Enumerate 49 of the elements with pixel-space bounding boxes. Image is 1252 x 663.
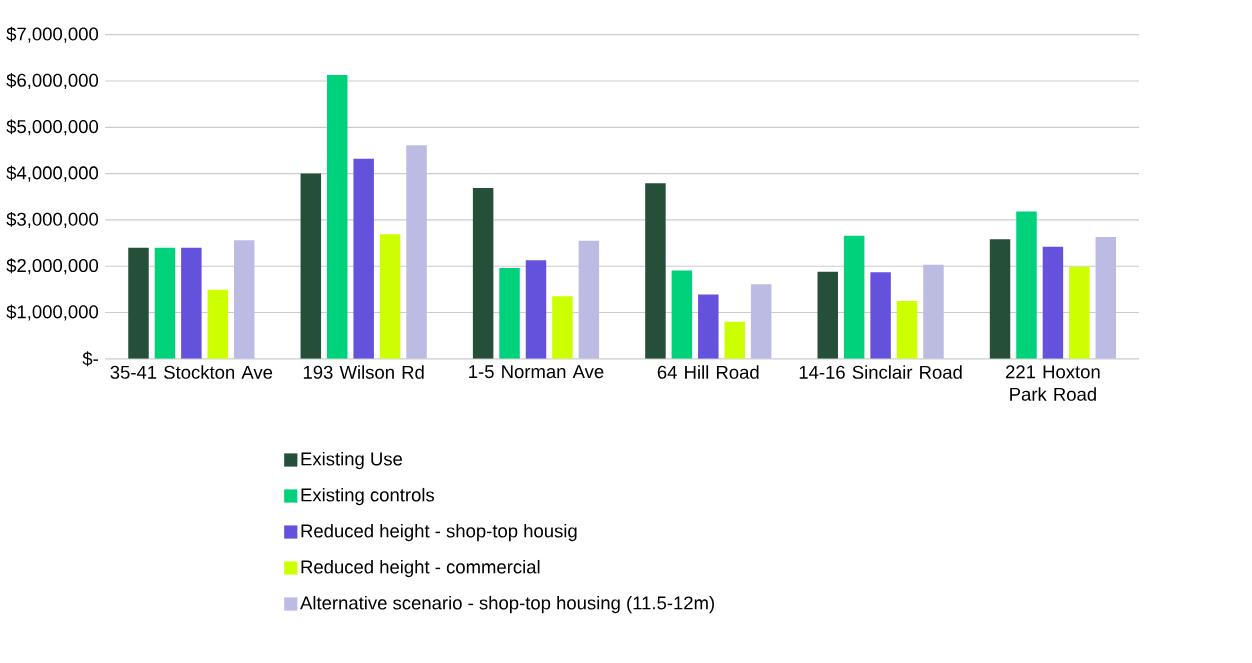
bar	[406, 145, 427, 359]
bar	[870, 272, 891, 359]
bar	[327, 74, 348, 359]
bar	[154, 247, 176, 359]
bar	[645, 183, 666, 359]
bar	[472, 187, 494, 359]
bar	[578, 240, 600, 359]
bar	[379, 234, 401, 359]
legend-label: Reduced height - commercial	[301, 559, 540, 578]
bar	[499, 268, 520, 359]
legend-label: Existing controls	[301, 487, 435, 506]
bar	[128, 247, 149, 359]
y-tick-label: $4,000,000	[6, 165, 99, 182]
legend-label: Alternative scenario - shop-top housing (11.5-12m)	[300, 595, 714, 614]
legend-label: Existing Use	[301, 451, 403, 470]
y-tick-label: $-	[82, 351, 98, 367]
y-tick-label: $6,000,000	[6, 72, 99, 89]
x-tick-label: 14-16 Sinclair Road	[799, 365, 962, 379]
x-tick-label: 193 Wilson Rd	[303, 365, 424, 379]
bar	[207, 289, 229, 359]
bar	[698, 294, 719, 359]
bar	[896, 300, 918, 359]
bar	[1095, 236, 1117, 359]
x-tick-label: 221 Hoxton Park Road	[1006, 365, 1100, 401]
bar	[233, 240, 255, 359]
legend-label: Reduced height - shop-top housig	[301, 523, 577, 542]
x-tick-label: 64 Hill Road	[657, 365, 759, 379]
bar	[671, 270, 693, 359]
bar	[750, 284, 772, 359]
x-tick-label: 35-41 Stockton Ave	[110, 365, 273, 379]
y-tick-label: $1,000,000	[6, 304, 99, 321]
bar	[1016, 211, 1037, 359]
bar	[724, 321, 745, 359]
bar	[923, 264, 944, 359]
bar	[1042, 246, 1064, 359]
bar	[1069, 266, 1090, 359]
y-tick-label: $5,000,000	[6, 119, 99, 136]
bar	[525, 260, 547, 359]
bar	[353, 158, 374, 359]
y-tick-label: $2,000,000	[6, 258, 99, 275]
bar	[552, 296, 573, 359]
y-tick-label: $7,000,000	[6, 26, 99, 43]
bar	[817, 271, 838, 359]
bar	[181, 247, 202, 359]
bar	[989, 239, 1011, 359]
bar	[843, 235, 865, 359]
y-tick-label: $3,000,000	[6, 211, 99, 228]
x-tick-label: 1-5 Norman Ave	[469, 365, 604, 379]
bar	[300, 173, 322, 359]
